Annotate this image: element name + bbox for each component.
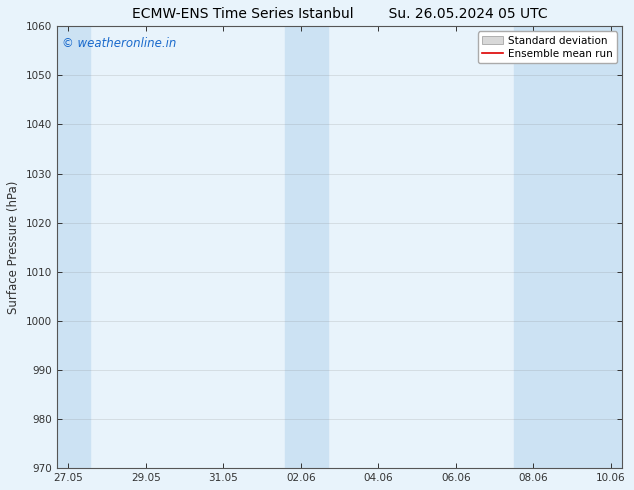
Bar bbox=[56, 26, 89, 468]
Text: © weatheronline.in: © weatheronline.in bbox=[62, 37, 177, 50]
Bar bbox=[285, 26, 328, 468]
Legend: Standard deviation, Ensemble mean run: Standard deviation, Ensemble mean run bbox=[478, 31, 617, 63]
Bar bbox=[514, 26, 623, 468]
Title: ECMW-ENS Time Series Istanbul        Su. 26.05.2024 05 UTC: ECMW-ENS Time Series Istanbul Su. 26.05.… bbox=[132, 7, 547, 21]
Y-axis label: Surface Pressure (hPa): Surface Pressure (hPa) bbox=[7, 180, 20, 314]
